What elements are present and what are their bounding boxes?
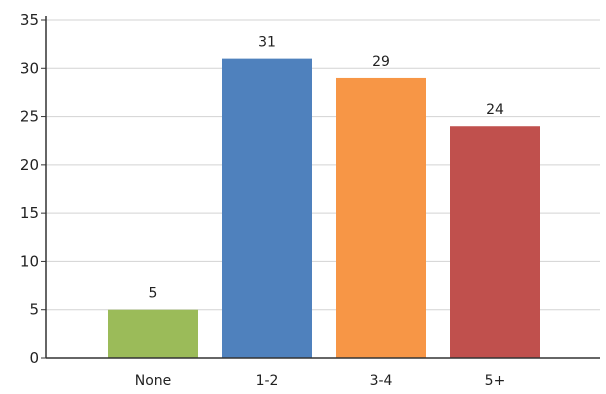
y-tick-label: 15 [20, 204, 39, 222]
data-label: 29 [372, 54, 390, 70]
data-label: 24 [486, 102, 504, 118]
data-label: 31 [258, 35, 276, 51]
bar-5- [450, 126, 540, 358]
x-tick-label: 3-4 [370, 373, 393, 389]
x-tick-label: 5+ [485, 373, 506, 389]
y-tick-label: 0 [29, 349, 39, 367]
bar-1-2 [222, 58, 312, 358]
y-tick-labels: 0 5 10 15 20 25 30 35 [20, 11, 46, 367]
y-tick-label: 35 [20, 11, 39, 29]
axis-layer [45, 16, 600, 359]
y-tick-label: 5 [29, 301, 39, 319]
x-tick-labels: None 1-2 3-4 5+ [135, 373, 506, 389]
data-label: 5 [149, 286, 158, 302]
x-tick-label: None [135, 373, 172, 389]
data-labels: 5 31 29 24 [149, 35, 504, 302]
y-tick-label: 10 [20, 252, 39, 270]
bars-layer [108, 58, 540, 358]
grid-layer [46, 19, 600, 311]
y-tick-label: 30 [20, 59, 39, 77]
bar-3-4 [336, 77, 426, 358]
x-tick-label: 1-2 [256, 373, 279, 389]
y-tick-label: 25 [20, 108, 39, 126]
bar-none [108, 309, 198, 358]
y-tick-label: 20 [20, 156, 39, 174]
